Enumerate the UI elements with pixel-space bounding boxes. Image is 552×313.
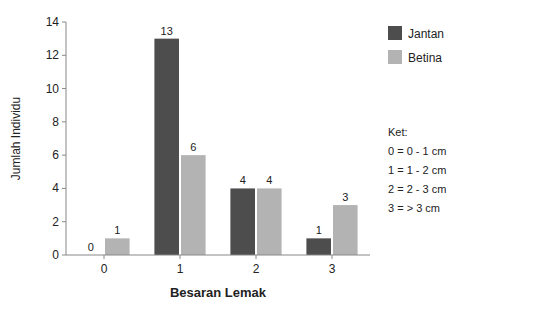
y-tick-label: 6 (52, 148, 59, 162)
x-tick (104, 255, 105, 259)
legend-label: Jantan (408, 27, 444, 41)
data-label: 4 (266, 174, 272, 186)
y-tick-label: 10 (46, 82, 60, 96)
data-label: 6 (190, 141, 196, 153)
data-label: 4 (240, 174, 246, 186)
data-label: 13 (161, 25, 173, 37)
data-label: 3 (342, 191, 348, 203)
annotation: 3 = > 3 cm (388, 202, 440, 214)
y-tick-label: 4 (52, 181, 59, 195)
annotation: 2 = 2 - 3 cm (388, 183, 446, 195)
bar (306, 238, 331, 255)
bars (105, 39, 358, 255)
x-tick-label: 3 (329, 262, 336, 276)
x-axis-title: Besaran Lemak (170, 285, 267, 300)
y-tick (62, 188, 66, 189)
x-axis-line (66, 255, 370, 256)
y-tick-label: 12 (46, 48, 60, 62)
data-label: 1 (114, 224, 120, 236)
x-tick-label: 2 (253, 262, 260, 276)
y-tick (62, 221, 66, 222)
y-tick (62, 88, 66, 89)
legend-swatch (388, 50, 402, 64)
annotation: Ket: (388, 126, 408, 138)
x-tick (332, 255, 333, 259)
bar (257, 188, 282, 255)
y-tick (62, 121, 66, 122)
y-tick-label: 0 (52, 248, 59, 262)
y-axis-line (66, 22, 67, 255)
y-tick-label: 8 (52, 115, 59, 129)
legend: Jantan Betina (388, 26, 444, 65)
y-tick-label: 14 (46, 15, 60, 29)
annotation: 0 = 0 - 1 cm (388, 145, 446, 157)
y-tick-label: 2 (52, 215, 59, 229)
legend-swatch (388, 26, 402, 40)
x-tick-label: 0 (101, 262, 108, 276)
y-axis-title: Jumlah Individu (9, 97, 23, 180)
chart: 013411643024681012140123Besaran LemakJum… (0, 0, 552, 313)
annotation: 1 = 1 - 2 cm (388, 164, 446, 176)
x-tick (256, 255, 257, 259)
y-tick (62, 255, 66, 256)
bar (154, 39, 179, 255)
data-label: 0 (88, 241, 94, 253)
x-tick-label: 1 (177, 262, 184, 276)
y-tick (62, 55, 66, 56)
bar (105, 238, 130, 255)
data-label: 1 (316, 224, 322, 236)
bar (333, 205, 358, 255)
legend-label: Betina (408, 51, 442, 65)
bar (230, 188, 255, 255)
x-tick (180, 255, 181, 259)
y-tick (62, 155, 66, 156)
bar (181, 155, 206, 255)
y-tick (62, 22, 66, 23)
